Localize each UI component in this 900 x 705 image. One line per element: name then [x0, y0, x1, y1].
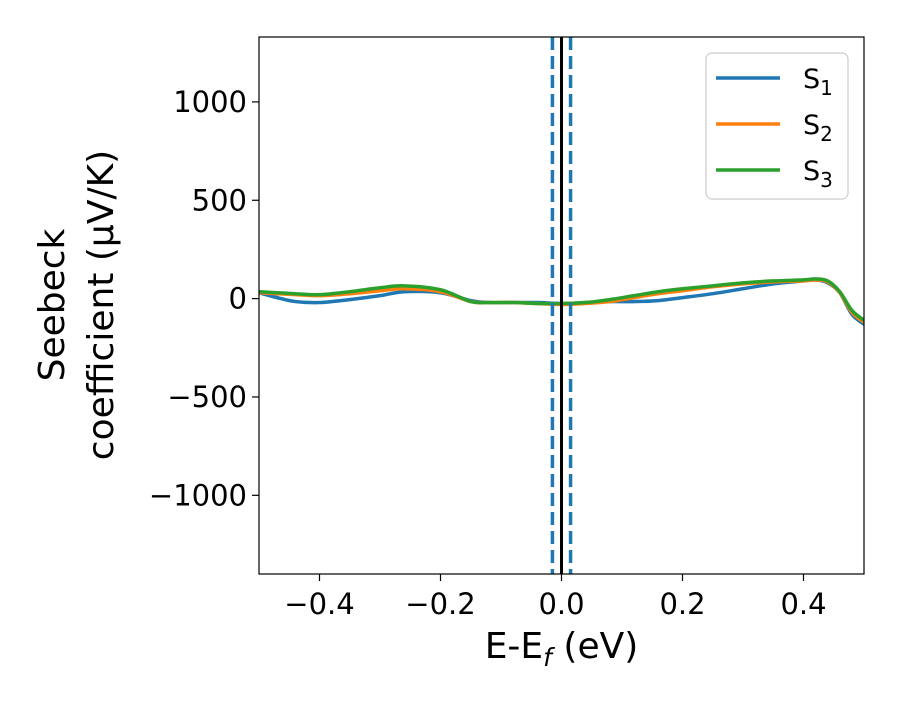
x-tick-label: 0.4: [780, 587, 826, 621]
legend-label-s2: S2: [803, 110, 833, 146]
x-tick-label: −0.2: [405, 587, 475, 621]
legend-box: [705, 52, 849, 200]
y-tick-label: 0: [229, 282, 247, 316]
legend-label-s3: S3: [803, 156, 833, 192]
x-tick-label: −0.4: [284, 587, 354, 621]
x-tick-label: 0.2: [659, 587, 705, 621]
series-line-s3: [259, 277, 864, 322]
x-axis-title-unit: (eV): [552, 626, 638, 667]
y-axis-title-line1: Seebeck: [32, 228, 73, 381]
legend: S1 S2 S3: [705, 52, 849, 200]
x-tick-label: 0.0: [538, 587, 584, 621]
vertical-lines-layer: [550, 37, 573, 574]
series-layer: [259, 277, 864, 326]
legend-label-s1: S1: [803, 64, 833, 100]
y-tick-label: −500: [167, 380, 247, 414]
y-axis-title: Seebeck coefficient (μV/K): [32, 150, 122, 460]
x-axis: −0.4 −0.2 0.0 0.2 0.4: [284, 574, 827, 621]
y-tick-label: −1000: [149, 478, 247, 512]
y-axis: −1000 −500 0 500 1000: [149, 85, 259, 512]
y-tick-label: 500: [192, 183, 247, 217]
y-tick-label: 1000: [173, 85, 247, 119]
x-axis-title: E-Ef (eV): [485, 626, 639, 672]
y-axis-title-line2: coefficient (μV/K): [81, 150, 122, 460]
